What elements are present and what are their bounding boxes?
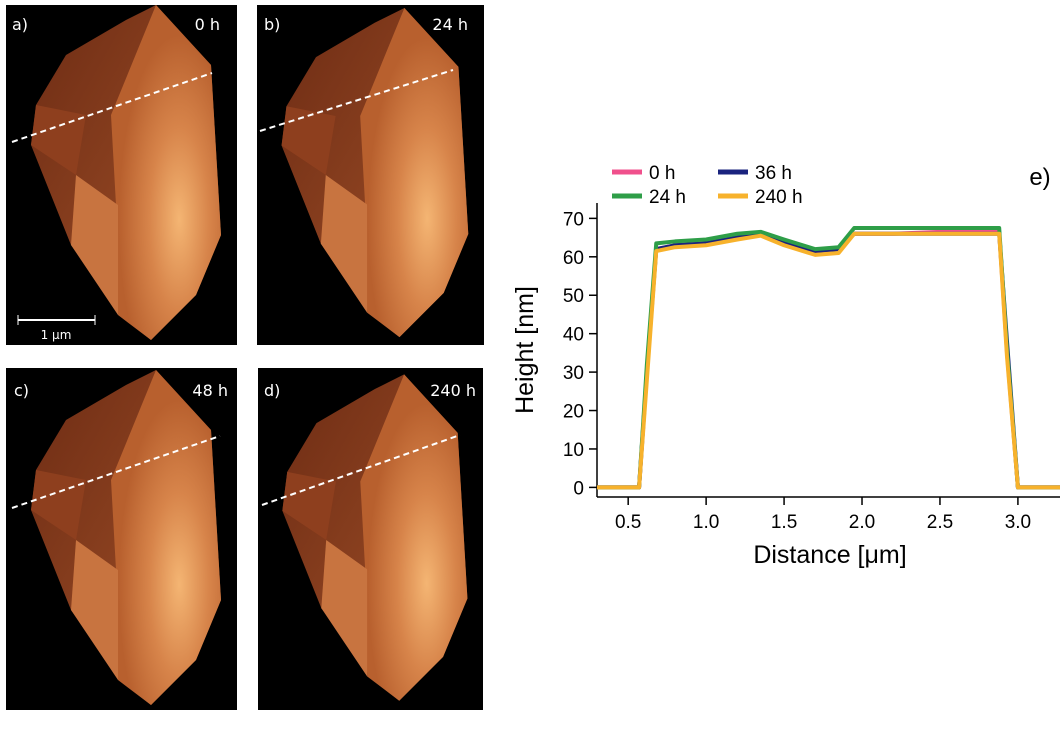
y-tick-label: 70 bbox=[563, 209, 584, 230]
legend-label: 36 h bbox=[755, 163, 792, 184]
panel-time: 48 h bbox=[192, 381, 228, 400]
panel-label: e) bbox=[1029, 164, 1050, 191]
profile-line bbox=[597, 231, 1060, 490]
profile-chart: e) Distance [μm] Height [nm] 0 10 20 30 40 50… bbox=[511, 163, 1060, 569]
legend-label: 24 h bbox=[649, 187, 686, 208]
panel-label: a) bbox=[12, 15, 28, 34]
afm-panel: b) 24 h bbox=[257, 5, 484, 345]
x-tick-label: 2.5 bbox=[927, 512, 953, 533]
panel-label: c) bbox=[14, 381, 29, 400]
y-tick-label: 0 bbox=[573, 478, 584, 499]
scale-bar-label: 1 μm bbox=[41, 328, 72, 342]
panel-label: d) bbox=[264, 381, 280, 400]
afm-panel: c) 48 h bbox=[6, 368, 237, 710]
profile-line bbox=[597, 229, 1060, 490]
y-tick-label: 10 bbox=[563, 440, 584, 461]
profile-line bbox=[597, 225, 1060, 490]
y-tick-label: 20 bbox=[563, 402, 584, 423]
x-tick-label: 3.0 bbox=[1005, 512, 1031, 533]
afm-panel: d) 240 h bbox=[258, 368, 483, 710]
panel-label: b) bbox=[264, 15, 280, 34]
panel-time: 24 h bbox=[432, 15, 468, 34]
x-tick-label: 2.0 bbox=[849, 512, 875, 533]
profile-line bbox=[597, 231, 1060, 490]
y-tick-label: 50 bbox=[563, 286, 584, 307]
y-tick-label: 60 bbox=[563, 248, 584, 269]
x-axis-label: Distance [μm] bbox=[753, 541, 906, 569]
legend-label: 0 h bbox=[649, 163, 675, 184]
y-tick-label: 40 bbox=[563, 325, 584, 346]
x-tick-label: 0.5 bbox=[615, 512, 641, 533]
panel-time: 0 h bbox=[195, 15, 220, 34]
y-tick-label: 30 bbox=[563, 363, 584, 384]
panel-time: 240 h bbox=[430, 381, 476, 400]
x-tick-label: 1.0 bbox=[693, 512, 719, 533]
y-axis-label: Height [nm] bbox=[511, 286, 539, 414]
x-tick-label: 1.5 bbox=[771, 512, 797, 533]
afm-panel: a) 0 h 1 μm bbox=[6, 5, 237, 345]
legend-label: 240 h bbox=[755, 187, 803, 208]
